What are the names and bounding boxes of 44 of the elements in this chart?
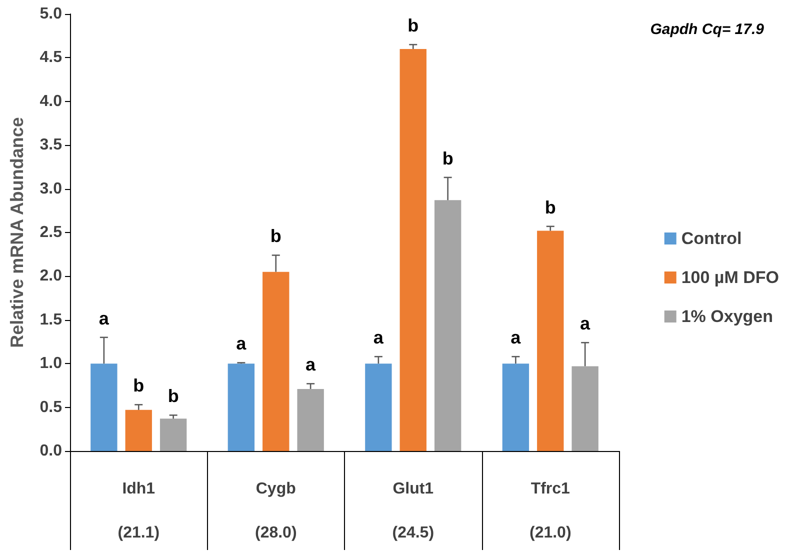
bar: [365, 364, 392, 451]
category-label: Tfrc1 (21.0): [529, 480, 572, 542]
data-label: a: [236, 334, 248, 354]
y-tick-label: 0.0: [40, 442, 62, 460]
bar: [537, 230, 564, 451]
category-label: Idh1 (21.1): [118, 480, 160, 542]
data-label: b: [442, 148, 454, 168]
bar: [228, 364, 255, 451]
data-label: b: [408, 16, 419, 36]
data-label: a: [98, 308, 110, 328]
data-label: b: [544, 197, 556, 218]
y-tick-label: 4.5: [40, 49, 62, 66]
y-axis-title: Relative mRNA Abundance: [7, 117, 27, 348]
y-tick-label: 1.0: [40, 355, 62, 372]
y-tick-label: 2.0: [40, 268, 62, 285]
bar: [90, 364, 118, 451]
data-label: a: [306, 354, 317, 375]
data-label: a: [580, 314, 592, 334]
legend-label: 1% Oxygen: [681, 307, 774, 326]
bar: [502, 364, 530, 451]
y-tick-label: 0.5: [40, 398, 62, 416]
data-label: a: [510, 328, 522, 348]
category-label: Glut1 (24.5): [392, 480, 434, 542]
bar: [434, 200, 462, 451]
legend-label: Control: [681, 229, 742, 248]
bar: [262, 272, 290, 451]
y-tick-label: 2.5: [40, 224, 62, 241]
data-label: a: [373, 328, 384, 348]
y-tick-label: 5.0: [40, 6, 62, 22]
legend-label: 100 µM DFO: [681, 268, 780, 287]
y-tick-label: 4.0: [40, 92, 62, 110]
bar: [125, 410, 152, 451]
bar: [572, 366, 598, 451]
data-label: b: [133, 376, 144, 396]
y-tick-label: 3.0: [40, 180, 62, 198]
y-tick-label: 1.5: [40, 311, 62, 328]
data-label: b: [270, 226, 282, 246]
text: Gapdh Cq= 17.9: [650, 21, 765, 38]
bar: [297, 388, 324, 451]
data-label: b: [168, 386, 179, 406]
bar: [160, 418, 187, 451]
category-label: Cygb (28.0): [254, 480, 297, 542]
bar: [400, 48, 426, 451]
y-tick-label: 3.5: [40, 136, 62, 154]
